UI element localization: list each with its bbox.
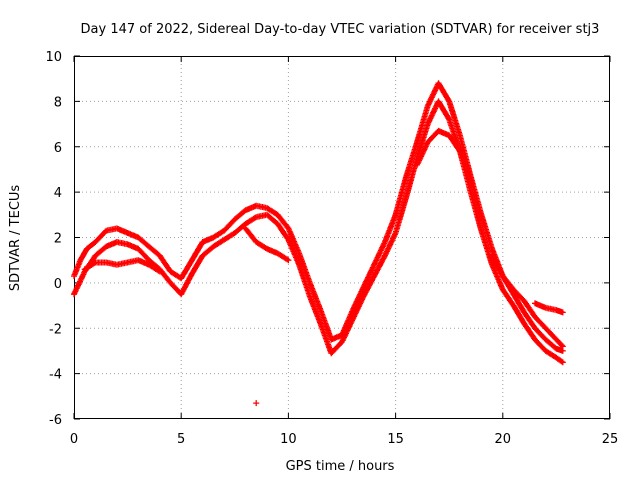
y-tick-label: 6 [54,141,62,156]
x-tick-label: 25 [602,432,619,447]
x-tick-label: 10 [280,432,297,447]
y-tick-label: 10 [45,50,62,65]
x-tick-label: 15 [387,432,404,447]
series-outlier [253,400,260,407]
grid [74,56,610,419]
y-tick-label: -2 [49,322,62,337]
series-track-b-markers [71,98,566,366]
x-tick-label: 20 [495,432,512,447]
y-tick-label: 2 [54,232,62,247]
series-track-b [71,98,566,366]
x-axis-label: GPS time / hours [286,459,395,474]
series-track-c [81,127,566,350]
y-axis-label: SDTVAR / TECUs [8,185,23,292]
series-track-c-markers [81,127,566,350]
axis-ticks: 0 5 10 15 20 25 -6 -4 -2 0 2 4 6 8 10 [45,50,618,447]
chart-title: Day 147 of 2022, Sidereal Day-to-day VTE… [81,22,600,37]
data-layer [71,80,566,407]
y-tick-label: 8 [54,95,62,110]
y-tick-label: 4 [54,186,62,201]
x-tick-label: 0 [70,432,78,447]
series-outlier-markers [253,400,260,407]
y-tick-label: -4 [49,368,62,383]
x-tick-label: 5 [177,432,185,447]
y-tick-label: -6 [49,413,62,428]
y-tick-label: 0 [54,277,62,292]
series-track-d [532,300,566,316]
series-track-d-markers [532,300,566,316]
